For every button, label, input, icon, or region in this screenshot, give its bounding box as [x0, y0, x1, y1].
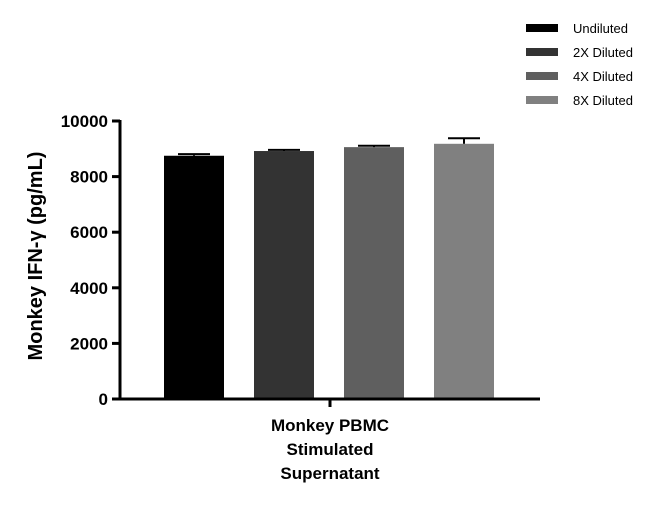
y-tick-label: 2000 [70, 334, 108, 353]
bar-4 [434, 143, 494, 399]
y-tick-label: 4000 [70, 279, 108, 298]
x-axis [118, 397, 540, 407]
legend-label-4: 8X Diluted [573, 93, 633, 108]
y-tick-label: 0 [99, 390, 108, 409]
y-tick-label: 8000 [70, 168, 108, 187]
legend-swatch-1 [526, 24, 558, 32]
legend-label-2: 2X Diluted [573, 45, 633, 60]
legend-swatch-2 [526, 48, 558, 56]
bar-3 [344, 147, 404, 399]
bar-1 [164, 155, 224, 399]
x-category-line-3: Supernatant [280, 464, 380, 483]
y-axis: 0 2000 4000 6000 8000 10000 [61, 112, 122, 409]
x-category-line-1: Monkey PBMC [271, 416, 389, 435]
legend-label-1: Undiluted [573, 21, 628, 36]
y-tick-label: 10000 [61, 112, 108, 131]
y-tick-label: 6000 [70, 223, 108, 242]
bar-2 [254, 151, 314, 399]
legend-label-3: 4X Diluted [573, 69, 633, 84]
x-category-line-2: Stimulated [287, 440, 374, 459]
legend: Undiluted 2X Diluted 4X Diluted 8X Diluted [526, 21, 633, 108]
legend-swatch-3 [526, 72, 558, 80]
legend-swatch-4 [526, 96, 558, 104]
y-axis-title: Monkey IFN-γ (pg/mL) [25, 152, 47, 361]
bars [164, 137, 494, 399]
